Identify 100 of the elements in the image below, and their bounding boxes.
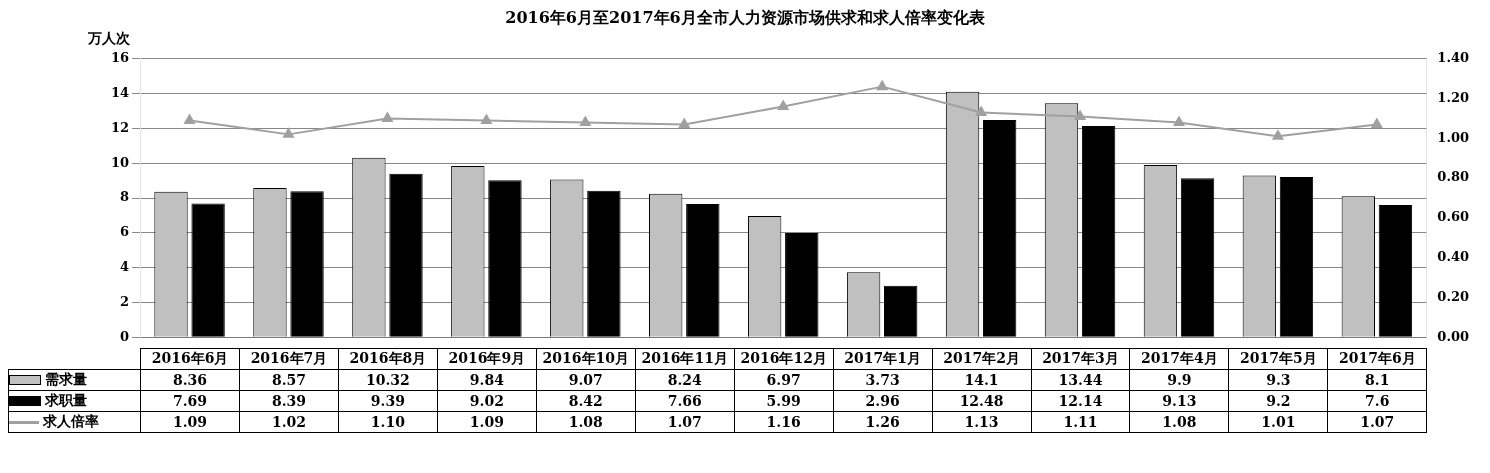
data-label: 9.84 <box>437 369 537 391</box>
data-label: 1.13 <box>932 411 1032 433</box>
y-tick-label: 0 <box>120 328 130 344</box>
x-tick-label: 2017年2月 <box>932 348 1032 370</box>
data-label: 9.39 <box>338 390 438 412</box>
chart-title: 2016年6月至2017年6月全市人力资源市场供求和求人倍率变化表 <box>504 8 986 28</box>
x-tick-label: 2016年7月 <box>239 348 339 370</box>
data-label: 1.09 <box>140 411 240 433</box>
data-label: 8.57 <box>239 369 339 391</box>
data-label: 7.6 <box>1327 390 1427 412</box>
data-label: 1.01 <box>1228 411 1328 433</box>
y-tick-label: 2 <box>120 293 130 309</box>
bar <box>290 191 324 337</box>
data-label: 9.02 <box>437 390 537 412</box>
y-axis-title: 万人次 <box>88 30 130 48</box>
bar <box>488 180 522 337</box>
data-label: 10.32 <box>338 369 438 391</box>
bar <box>982 120 1017 337</box>
point <box>1173 116 1185 126</box>
data-label: 7.66 <box>635 390 735 412</box>
y-tick-label: 6 <box>120 224 130 240</box>
data-label: 14.1 <box>932 369 1032 391</box>
data-label: 8.1 <box>1327 369 1427 391</box>
y2-tick-label: 0.00 <box>1437 328 1470 344</box>
data-label: 8.24 <box>635 369 735 391</box>
bar <box>1081 125 1116 337</box>
point <box>382 112 393 122</box>
y2-tick-label: 0.40 <box>1437 249 1470 265</box>
data-label: 1.11 <box>1031 411 1130 433</box>
data-label: 7.69 <box>140 390 240 412</box>
data-label: 1.09 <box>437 411 537 433</box>
data-label: 1.07 <box>635 411 735 433</box>
bar <box>686 203 720 337</box>
y2-tick-label: 1.00 <box>1437 129 1470 145</box>
data-label: 8.42 <box>536 390 636 412</box>
x-tick-label: 2017年1月 <box>833 348 933 370</box>
y2-tick-label: 1.40 <box>1437 50 1470 66</box>
point <box>184 114 195 124</box>
y2-tick-label: 0.60 <box>1437 209 1470 225</box>
bar <box>191 203 225 337</box>
data-label: 12.14 <box>1031 390 1130 412</box>
x-tick-label: 2016年12月 <box>734 348 834 370</box>
x-tick-label: 2017年4月 <box>1129 348 1229 370</box>
bar <box>1180 178 1215 337</box>
y-tick-label: 12 <box>111 119 130 135</box>
bar <box>884 285 918 337</box>
y-tick-label: 4 <box>120 258 130 274</box>
x-tick-label: 2017年3月 <box>1031 348 1130 370</box>
point <box>481 114 492 124</box>
x-tick-label: 2017年5月 <box>1228 348 1328 370</box>
point <box>975 106 987 116</box>
legend-label: 求职量 <box>8 390 141 412</box>
point <box>678 118 690 128</box>
y-tick-label: 14 <box>111 84 130 100</box>
bar <box>389 173 423 337</box>
data-label: 1.16 <box>734 411 834 433</box>
data-label: 13.44 <box>1031 369 1130 391</box>
bar <box>1279 177 1314 337</box>
x-tick-label: 2016年11月 <box>635 348 735 370</box>
legend-label: 需求量 <box>8 369 141 391</box>
x-tick-label: 2016年8月 <box>338 348 438 370</box>
point <box>1272 130 1284 140</box>
data-label: 9.3 <box>1228 369 1328 391</box>
point <box>283 128 294 138</box>
data-label: 1.02 <box>239 411 339 433</box>
data-label: 1.08 <box>1129 411 1229 433</box>
data-label: 2.96 <box>833 390 933 412</box>
data-label: 5.99 <box>734 390 834 412</box>
bar <box>785 232 819 337</box>
data-label: 9.13 <box>1129 390 1229 412</box>
data-label: 1.07 <box>1327 411 1427 433</box>
point <box>1371 118 1383 128</box>
y-tick-label: 8 <box>120 189 130 205</box>
point <box>1074 110 1086 120</box>
data-label: 1.10 <box>338 411 438 433</box>
y2-tick-label: 1.20 <box>1437 89 1470 105</box>
data-label: 1.26 <box>833 411 933 433</box>
x-tick-label: 2016年9月 <box>437 348 537 370</box>
data-label: 6.97 <box>734 369 834 391</box>
data-label: 8.36 <box>140 369 240 391</box>
bar <box>587 190 621 337</box>
data-label: 3.73 <box>833 369 933 391</box>
data-label: 12.48 <box>932 390 1032 412</box>
y-tick-label: 10 <box>111 154 130 170</box>
data-label: 9.07 <box>536 369 636 391</box>
y2-tick-label: 0.80 <box>1437 169 1470 185</box>
data-label: 8.39 <box>239 390 339 412</box>
data-label: 9.2 <box>1228 390 1328 412</box>
y-tick-label: 16 <box>111 50 130 66</box>
x-tick-label: 2017年6月 <box>1327 348 1427 370</box>
point <box>777 100 789 111</box>
x-tick-label: 2016年10月 <box>536 348 636 370</box>
data-label: 1.08 <box>536 411 636 433</box>
y2-tick-label: 0.20 <box>1437 288 1470 304</box>
data-label: 9.9 <box>1129 369 1229 391</box>
point <box>580 116 591 126</box>
point <box>876 80 888 91</box>
bar <box>1378 204 1413 337</box>
legend-label: 求人倍率 <box>8 411 141 433</box>
x-tick-label: 2016年6月 <box>140 348 240 370</box>
